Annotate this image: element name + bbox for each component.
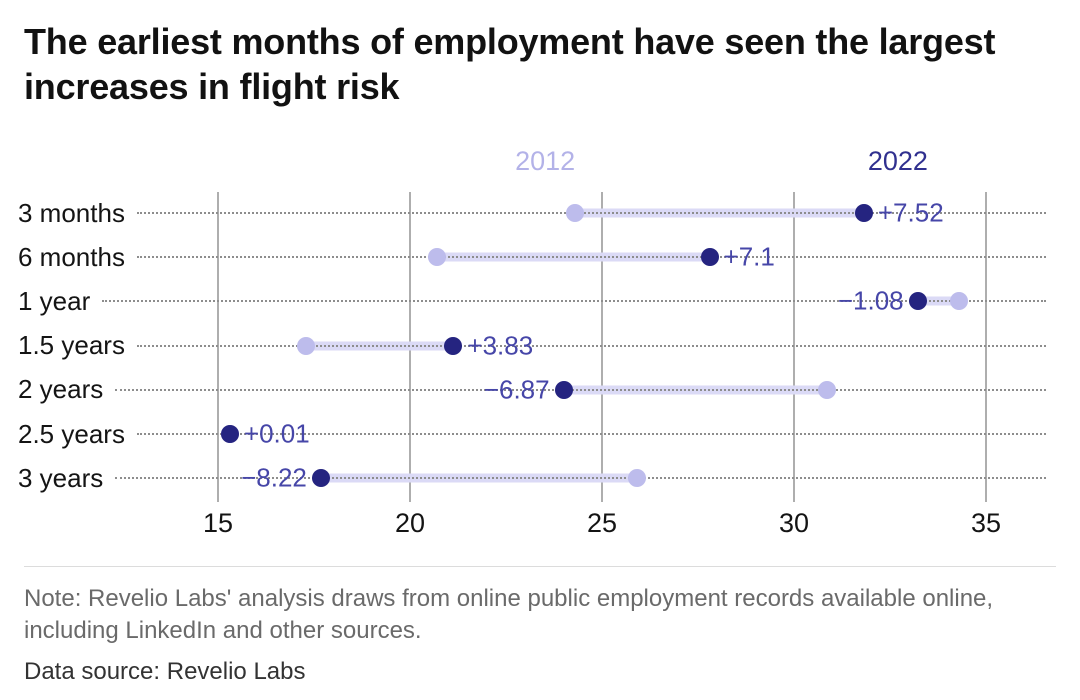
category-label: 3 months: [18, 197, 125, 228]
dot-2022: [908, 292, 927, 311]
chart-row: 1.5 years +3.83: [0, 324, 1080, 368]
category-label: 2 years: [18, 374, 104, 405]
chart-row: 6 months +7.1: [0, 235, 1080, 279]
dot-2012: [627, 469, 646, 488]
note-text: Note: Revelio Labs' analysis draws from …: [24, 585, 994, 644]
row-leader-line: [115, 388, 1046, 391]
source-text: Data source: Revelio Labs: [24, 658, 306, 686]
chart-title: The earliest months of employment have s…: [24, 21, 996, 107]
vertical-gridline: [601, 192, 603, 502]
row-leader-line: [115, 477, 1046, 480]
row-leader-line: [136, 433, 1046, 435]
x-tick-label: 30: [778, 508, 810, 538]
x-tick-label: 20: [394, 508, 426, 538]
dot-2022: [220, 425, 239, 443]
delta-label: −1.08: [837, 285, 904, 316]
category-label: 2.5 years: [18, 418, 125, 449]
chart-row: 1 year −1.08: [0, 279, 1080, 323]
row-leader-line: [136, 212, 1046, 214]
chart-row: 2.5 years +0.01: [0, 412, 1080, 456]
chart-row: 2 years −6.87: [0, 368, 1080, 412]
category-label: 3 years: [18, 462, 104, 493]
x-tick-label: 15: [202, 508, 234, 538]
category-label: 1.5 years: [18, 330, 125, 361]
chart-area: 15 20 25 30 35 2012 2022 3 months +7.52 6 months +…: [0, 140, 1080, 552]
category-label: 6 months: [18, 241, 125, 272]
dot-2012: [427, 248, 446, 267]
dot-2022: [854, 204, 873, 222]
dot-2022: [444, 336, 463, 355]
delta-label: −8.22: [241, 462, 307, 493]
x-tick-label: 35: [970, 508, 1002, 538]
vertical-gridline: [793, 192, 795, 502]
dot-2022: [700, 248, 719, 267]
dot-2012: [566, 204, 585, 222]
chart-row: 3 months +7.52: [0, 191, 1080, 235]
row-leader-line: [102, 300, 1046, 303]
dot-2022: [554, 380, 573, 399]
dot-2012: [950, 292, 969, 311]
series-label-2022: 2022: [867, 146, 928, 176]
series-label-2012: 2012: [515, 146, 576, 176]
vertical-gridline: [985, 192, 987, 502]
delta-label: +7.52: [877, 197, 944, 228]
row-leader-line: [136, 256, 1046, 259]
delta-label: +0.01: [243, 418, 310, 449]
chart-footer: Note: Revelio Labs' analysis draws from …: [24, 566, 1056, 686]
x-tick-label: 25: [586, 508, 618, 538]
delta-label: +3.83: [467, 330, 534, 361]
dot-2012: [297, 336, 316, 355]
chart-row: 3 years −8.22: [0, 456, 1080, 500]
vertical-gridline: [217, 192, 219, 502]
row-leader-line: [136, 344, 1046, 347]
category-label: 1 year: [18, 285, 91, 316]
dot-2012: [818, 380, 837, 399]
delta-label: −6.87: [483, 374, 550, 405]
dot-2022: [311, 469, 330, 488]
delta-label: +7.1: [723, 241, 775, 272]
